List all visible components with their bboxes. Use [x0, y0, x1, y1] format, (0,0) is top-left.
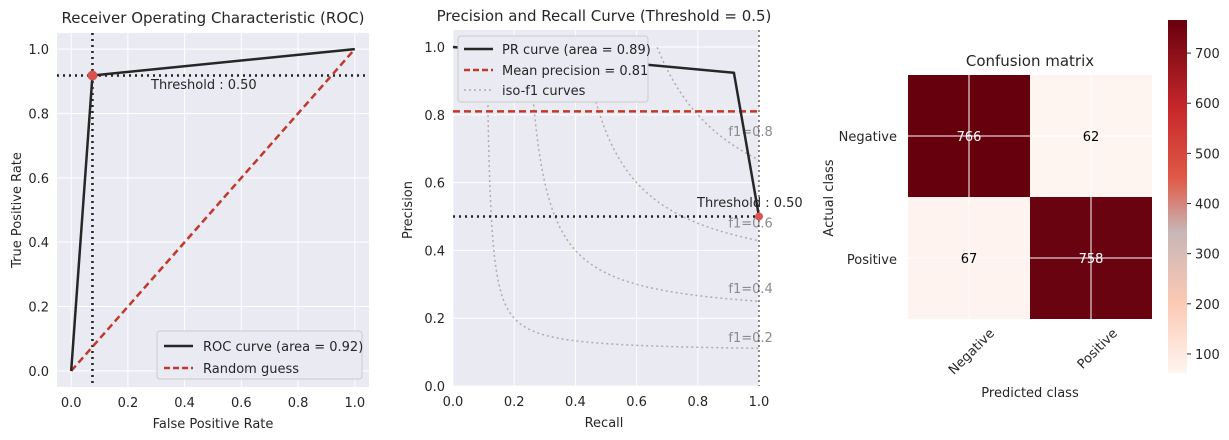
roc-threshold-annotation: Threshold : 0.50 — [150, 78, 257, 93]
pr-ytick-label: 0.4 — [424, 244, 445, 259]
cm-cell-value: 766 — [957, 130, 982, 145]
roc-ytick-label: 0.8 — [28, 107, 49, 122]
pr-ylabel: Precision — [401, 181, 416, 239]
pr-iso-f1-curve — [656, 47, 759, 161]
pr-ytick-label: 0.2 — [424, 312, 445, 327]
colorbar-tick-label: 200 — [1195, 298, 1220, 313]
colorbar — [1168, 20, 1187, 373]
pr-iso-f1-label: f1=0.4 — [728, 282, 772, 297]
pr-title: Precision and Recall Curve (Threshold = … — [437, 7, 772, 25]
pr-marks: f1=0.2 f1=0.4 f1=0.6 f1=0.8 — [452, 30, 773, 386]
pr-legend-label-mean: Mean precision = 0.81 — [502, 64, 648, 79]
roc-ytick-label: 0.0 — [28, 365, 49, 380]
pr-iso-f1-curve — [528, 49, 759, 302]
roc-random-guess-line — [70, 48, 356, 372]
pr-iso-f1-label: f1=0.8 — [728, 125, 772, 140]
pr-ytick-label: 1.0 — [424, 41, 445, 56]
cm-title: Confusion matrix — [966, 52, 1094, 70]
colorbar-tick-label: 400 — [1195, 198, 1220, 213]
pr-xtick-label: 0.8 — [687, 395, 708, 410]
roc-legend: ROC curve (area = 0.92) Random guess — [156, 330, 363, 380]
roc-marks — [57, 33, 369, 387]
confusion-matrix-chart: 766 62 67 758 Confusion matrix Predicted cl… — [822, 20, 1220, 401]
roc-xtick-label: 0.4 — [174, 396, 195, 411]
roc-xtick-label: 1.0 — [344, 396, 365, 411]
roc-title: Receiver Operating Characteristic (ROC) — [62, 9, 365, 27]
pr-xtick-label: 0.0 — [443, 395, 464, 410]
pr-tick-labels: 0.0 0.2 0.4 0.6 0.8 1.0 0.0 0.2 0.4 0.6 0.8 1.0 — [424, 41, 769, 410]
cm-xtick-positive: Positive — [1075, 326, 1121, 372]
cm-cell-value: 62 — [1083, 130, 1100, 145]
pr-legend-label-pr: PR curve (area = 0.89) — [502, 43, 651, 58]
colorbar-tick-label: 600 — [1195, 97, 1220, 112]
colorbar-tick-label: 100 — [1195, 348, 1220, 363]
pr-ytick-label: 0.0 — [424, 380, 445, 395]
roc-legend-label-random: Random guess — [203, 362, 299, 377]
roc-threshold-point — [87, 70, 98, 81]
pr-iso-f1-curve — [486, 60, 759, 350]
roc-chart: 0.0 0.2 0.4 0.6 0.8 1.0 0.0 0.2 0.4 0.6 0.8 1.0 Rec… — [10, 9, 369, 432]
cm-ytick-positive: Positive — [847, 253, 897, 268]
pr-legend: PR curve (area = 0.89) Mean precision = … — [457, 35, 651, 103]
cm-xlabel: Predicted class — [981, 386, 1079, 401]
confusion-matrix-cells: 766 62 67 758 — [908, 75, 1152, 319]
pr-legend-box — [457, 35, 649, 103]
cm-xtick-negative: Negative — [946, 326, 998, 378]
roc-ytick-label: 1.0 — [28, 43, 49, 58]
pr-ytick-label: 0.6 — [424, 177, 445, 192]
cm-cell-value: 758 — [1079, 252, 1104, 267]
colorbar-tick-label: 500 — [1195, 147, 1220, 162]
pr-chart: f1=0.2 f1=0.4 f1=0.6 f1=0.8 0.0 0.2 0.4 0.6 0.8… — [401, 7, 803, 431]
colorbar-tick-labels: 100 200 300 400 500 600 700 — [1187, 47, 1220, 363]
cm-cell-value: 67 — [961, 252, 978, 267]
pr-xlabel: Recall — [585, 416, 624, 431]
pr-xtick-label: 0.2 — [504, 395, 525, 410]
roc-ytick-label: 0.6 — [28, 172, 49, 187]
roc-ylabel: True Positive Rate — [10, 152, 25, 269]
roc-ytick-label: 0.4 — [28, 236, 49, 251]
roc-legend-label-roc: ROC curve (area = 0.92) — [203, 340, 363, 355]
roc-xtick-label: 0.6 — [231, 396, 252, 411]
cm-ytick-negative: Negative — [839, 130, 897, 145]
pr-iso-f1-curve — [583, 47, 759, 242]
colorbar-tick-label: 300 — [1195, 248, 1220, 263]
roc-legend-box — [156, 330, 363, 380]
roc-ytick-label: 0.2 — [28, 301, 49, 316]
roc-xtick-label: 0.8 — [288, 396, 309, 411]
pr-legend-label-iso: iso-f1 curves — [502, 84, 586, 99]
roc-xtick-label: 0.2 — [118, 396, 139, 411]
colorbar-tick-label: 700 — [1195, 47, 1220, 62]
pr-xtick-label: 0.6 — [626, 395, 647, 410]
pr-ytick-label: 0.8 — [424, 109, 445, 124]
cm-ylabel: Actual class — [822, 159, 837, 236]
roc-gridlines — [57, 33, 369, 387]
pr-threshold-point — [755, 212, 763, 221]
pr-xtick-label: 0.4 — [565, 395, 586, 410]
pr-iso-f1-label: f1=0.2 — [728, 331, 772, 346]
pr-xtick-label: 1.0 — [749, 395, 770, 410]
pr-iso-f1-label: f1=0.6 — [728, 216, 772, 231]
roc-tick-labels: 0.0 0.2 0.4 0.6 0.8 1.0 0.0 0.2 0.4 0.6 0.8 1.0 — [28, 43, 365, 411]
roc-xtick-label: 0.0 — [61, 396, 82, 411]
pr-threshold-annotation: Threshold : 0.50 — [696, 196, 803, 211]
roc-xlabel: False Positive Rate — [153, 417, 274, 432]
